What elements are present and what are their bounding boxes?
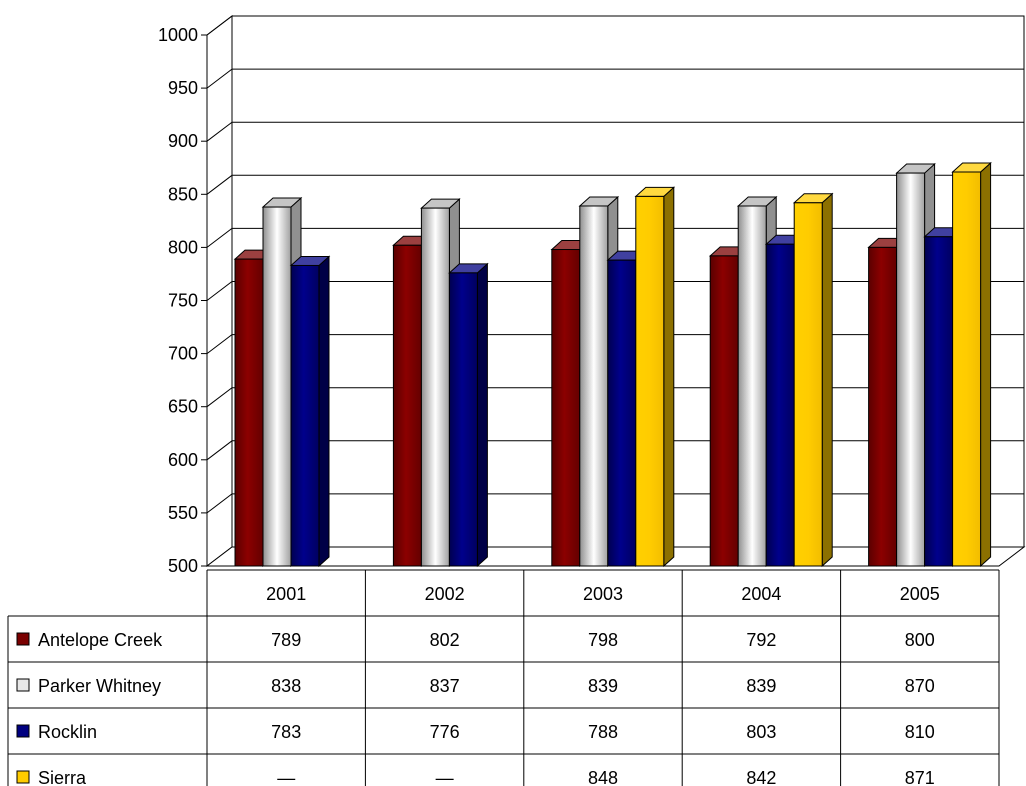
x-category-label: 2003	[583, 584, 623, 604]
y-tick-label: 850	[168, 184, 198, 204]
data-label: 839	[588, 676, 618, 696]
legend-swatch	[16, 724, 30, 738]
bar-side	[663, 186, 675, 568]
bar-front	[635, 195, 665, 567]
bar-front	[262, 206, 292, 567]
bar-rocklin-2002	[448, 262, 489, 568]
y-tick-label: 600	[168, 450, 198, 470]
bar-front	[709, 255, 739, 567]
data-label: 838	[271, 676, 301, 696]
bar-front	[607, 259, 637, 567]
bar-front	[924, 236, 954, 567]
bars	[233, 161, 992, 568]
y-tick-label: 900	[168, 131, 198, 151]
legend-label: Sierra	[38, 768, 87, 786]
bar-front	[392, 244, 422, 567]
legend-label: Parker Whitney	[38, 676, 161, 696]
legend-swatch	[16, 632, 30, 646]
bar-front	[551, 249, 581, 567]
bar-sierra-2004	[792, 192, 834, 568]
bar-side	[980, 161, 992, 568]
legend-label: Antelope Creek	[38, 630, 163, 650]
y-tick-label: 1000	[158, 25, 198, 45]
data-label: 783	[271, 722, 301, 742]
y-tick-label: 500	[168, 556, 198, 576]
bar-front	[737, 205, 767, 567]
bar-side	[821, 192, 833, 568]
y-tick-label: 950	[168, 78, 198, 98]
y-axis: 500 550 600 650 700 750 800 850 900 950 1000	[158, 25, 208, 576]
bar-sierra-2005	[951, 161, 992, 568]
data-label: —	[436, 768, 454, 786]
y-tick-label: 650	[168, 397, 198, 417]
x-category-label: 2004	[741, 584, 781, 604]
bar-front	[579, 205, 609, 567]
legend-swatch	[16, 770, 30, 784]
gridline	[206, 68, 1024, 89]
bar-front	[420, 207, 450, 567]
data-label: 798	[588, 630, 618, 650]
y-tick-label: 800	[168, 237, 198, 257]
data-label: 870	[905, 676, 935, 696]
data-label: 842	[746, 768, 776, 786]
data-label: 803	[746, 722, 776, 742]
bar-sierra-2003	[634, 186, 676, 568]
bar-front	[290, 264, 320, 567]
data-label: 871	[905, 768, 935, 786]
bar-front	[952, 171, 982, 567]
bar-front	[868, 246, 898, 567]
data-label: 837	[430, 676, 460, 696]
x-category-label: 2002	[425, 584, 465, 604]
data-label: 792	[746, 630, 776, 650]
bar-front	[896, 172, 926, 567]
bar-side	[318, 255, 330, 568]
data-label: 839	[746, 676, 776, 696]
data-label: —	[277, 768, 295, 786]
data-label: 810	[905, 722, 935, 742]
gridline	[206, 174, 1024, 195]
data-label: 800	[905, 630, 935, 650]
bar-front	[234, 258, 264, 567]
bar-front	[793, 202, 823, 567]
data-label: 788	[588, 722, 618, 742]
bar-front	[448, 272, 478, 567]
data-table: 2001 2002 2003 2004 2005 Antelope Creek 789 802…	[7, 569, 1000, 786]
x-category-label: 2005	[900, 584, 940, 604]
legend-swatch	[16, 678, 30, 692]
x-category-label: 2001	[266, 584, 306, 604]
data-label: 789	[271, 630, 301, 650]
y-tick-label: 550	[168, 503, 198, 523]
gridline	[206, 15, 1024, 36]
y-tick-label: 750	[168, 291, 198, 311]
bar-side	[476, 262, 488, 568]
data-label: 802	[430, 630, 460, 650]
legend-label: Rocklin	[38, 722, 97, 742]
data-label: 848	[588, 768, 618, 786]
gridline	[206, 121, 1024, 142]
bar-rocklin-2001	[289, 255, 331, 568]
data-label: 776	[430, 722, 460, 742]
bar-front	[765, 243, 795, 567]
y-tick-label: 700	[168, 344, 198, 364]
